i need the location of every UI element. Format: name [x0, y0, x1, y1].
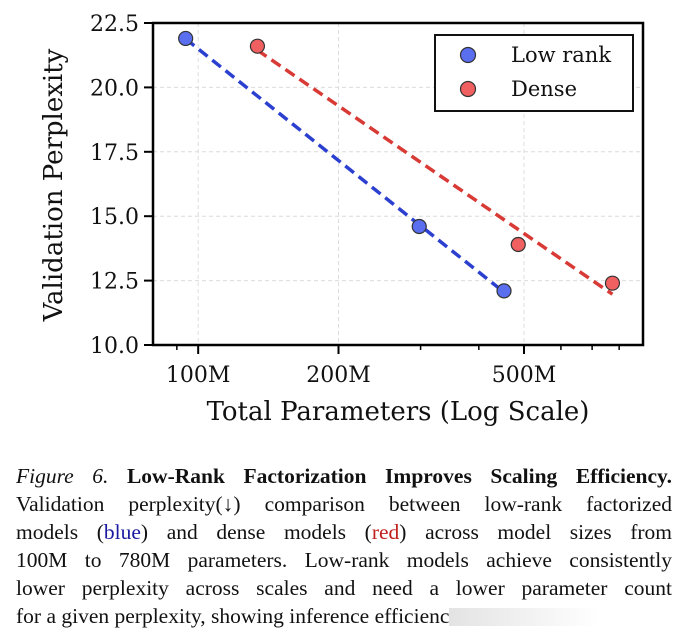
caption-text: models ( [16, 520, 104, 544]
figure-caption: Figure 6. Low-Rank Factorization Improve… [16, 462, 672, 630]
y-tick-label: 17.5 [90, 141, 139, 166]
caption-red-word: red [371, 520, 400, 544]
caption-line: lower perplexity across scales and need … [16, 576, 672, 600]
legend-marker-dense [459, 80, 477, 98]
caption-text: ) across model sizes from [399, 520, 672, 544]
x-tick-label: 100M [166, 363, 231, 388]
legend-label-low-rank: Low rank [511, 43, 611, 67]
caption-line: models (blue) and dense models (red) acr… [16, 518, 672, 546]
data-point-dense [249, 38, 266, 54]
watermark-fade [449, 608, 600, 626]
x-tick-label: 200M [306, 363, 371, 388]
data-point-dense [604, 275, 621, 291]
x-axis-ticks: 100M 200M 500M [166, 345, 620, 388]
data-point-dense [510, 236, 526, 253]
data-points [178, 30, 621, 299]
caption-text: for a given perplexity, showing inferenc… [16, 604, 450, 628]
legend-label-dense: Dense [511, 77, 577, 101]
data-point-low-rank [411, 218, 427, 235]
caption-text: ) and dense models ( [140, 520, 372, 544]
y-tick-label: 12.5 [90, 270, 139, 295]
figure-label: Figure 6. [16, 464, 109, 488]
data-point-low-rank [178, 30, 194, 47]
fit-line-dense [256, 48, 614, 296]
caption-line: for a given perplexity, showing inferenc… [16, 602, 672, 630]
y-tick-label: 20.0 [90, 76, 139, 101]
y-tick-label: 22.5 [90, 12, 139, 37]
y-axis-ticks: 10.0 12.5 15.0 17.5 20.0 22.5 [90, 12, 153, 359]
legend: Low rank Dense [434, 34, 634, 112]
figure-title: Low-Rank Factorization Improves Scaling … [126, 464, 672, 488]
y-axis-label: Validation Perplexity [39, 48, 69, 322]
x-axis-label: Total Parameters (Log Scale) [207, 397, 590, 427]
plot-frame [151, 21, 645, 347]
caption-line: 100M to 780M parameters. Low-rank models… [16, 548, 672, 572]
caption-blue-word: blue [103, 520, 141, 544]
y-tick-label: 15.0 [90, 205, 139, 230]
scaling-chart: 10.0 12.5 15.0 17.5 20.0 22.5 100M 200M 500M Va… [39, 12, 645, 427]
caption-line: Validation perplexity(↓) comparison betw… [16, 492, 672, 516]
legend-marker-low-rank [459, 46, 477, 64]
fit-lines [184, 37, 614, 296]
y-tick-label: 10.0 [90, 334, 139, 359]
data-point-low-rank [496, 283, 512, 299]
x-tick-label: 500M [492, 363, 557, 388]
